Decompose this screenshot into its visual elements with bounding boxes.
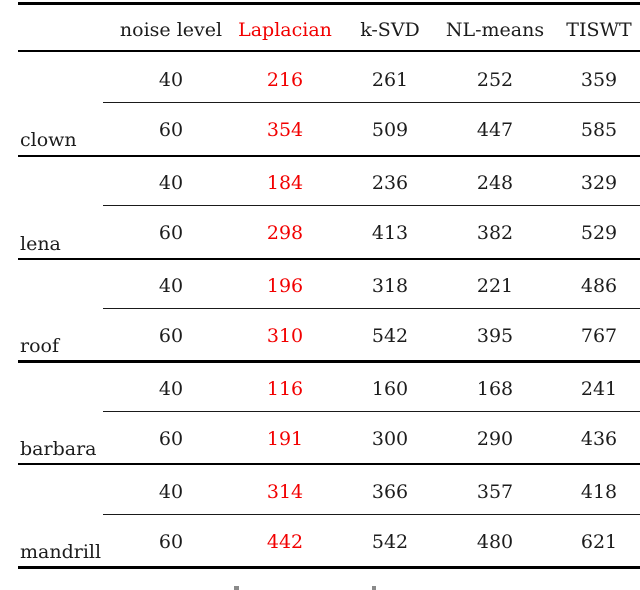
table-cell: 542 <box>371 531 409 553</box>
clown-inner-rule <box>103 102 640 103</box>
table-cell: 359 <box>580 69 618 91</box>
lena-inner-rule <box>103 205 640 206</box>
table-cell: 310 <box>266 325 304 347</box>
table-cell: 196 <box>266 275 304 297</box>
table-cell: 314 <box>266 481 304 503</box>
table-cell: 298 <box>266 222 304 244</box>
table-cell: 418 <box>580 481 618 503</box>
table-bottom-rule <box>18 566 640 569</box>
row-group-label-roof: roof <box>20 335 59 357</box>
table-cell: 116 <box>266 378 304 400</box>
table-cell: 529 <box>580 222 618 244</box>
table-cell: 447 <box>476 119 514 141</box>
roof-inner-rule <box>103 308 640 309</box>
table-cell: 395 <box>476 325 514 347</box>
row-group-label-barbara: barbara <box>20 438 97 460</box>
table-cell: 40 <box>158 172 184 194</box>
table-cell: 413 <box>371 222 409 244</box>
table-cell: 300 <box>371 428 409 450</box>
barbara-inner-rule <box>103 411 640 412</box>
lena-bottom-rule <box>18 258 640 260</box>
table-top-rule <box>18 2 640 5</box>
table-cell: 60 <box>158 531 184 553</box>
caption-cutoff-mark <box>372 586 376 590</box>
header-noise-level: noise level <box>119 19 223 41</box>
mandrill-inner-rule <box>103 514 640 515</box>
clown-bottom-rule <box>18 155 640 157</box>
table-cell: 40 <box>158 481 184 503</box>
table-cell: 480 <box>476 531 514 553</box>
header-laplacian: Laplacian <box>238 19 332 41</box>
header-nl-means: NL-means <box>445 19 545 41</box>
table-cell: 767 <box>580 325 618 347</box>
header-bottom-rule <box>18 50 640 52</box>
table-cell: 621 <box>580 531 618 553</box>
table-cell: 366 <box>371 481 409 503</box>
table-cell: 585 <box>580 119 618 141</box>
table-cell: 486 <box>580 275 618 297</box>
table-cell: 160 <box>371 378 409 400</box>
table-cell: 60 <box>158 222 184 244</box>
table-cell: 216 <box>266 69 304 91</box>
header-k-svd: k-SVD <box>360 19 420 41</box>
table-cell: 168 <box>476 378 514 400</box>
table-cell: 252 <box>476 69 514 91</box>
barbara-bottom-rule <box>18 463 640 465</box>
table-cell: 261 <box>371 69 409 91</box>
table-cell: 436 <box>580 428 618 450</box>
table-cell: 191 <box>266 428 304 450</box>
table-cell: 40 <box>158 378 184 400</box>
table-cell: 184 <box>266 172 304 194</box>
table-cell: 221 <box>476 275 514 297</box>
table-cell: 318 <box>371 275 409 297</box>
header-tiswt: TISWT <box>566 19 632 41</box>
table-cell: 60 <box>158 119 184 141</box>
table-cell: 354 <box>266 119 304 141</box>
row-group-label-mandrill: mandrill <box>20 541 102 563</box>
roof-bottom-rule <box>18 360 640 363</box>
table-cell: 290 <box>476 428 514 450</box>
table-cell: 442 <box>266 531 304 553</box>
table-cell: 60 <box>158 325 184 347</box>
caption-cutoff-mark <box>234 586 239 590</box>
table-cell: 329 <box>580 172 618 194</box>
row-group-label-lena: lena <box>20 233 61 255</box>
table-cell: 542 <box>371 325 409 347</box>
table-cell: 60 <box>158 428 184 450</box>
table-cell: 357 <box>476 481 514 503</box>
table-cell: 248 <box>476 172 514 194</box>
row-group-label-clown: clown <box>20 129 77 151</box>
table-cell: 40 <box>158 275 184 297</box>
table-cell: 40 <box>158 69 184 91</box>
table-cell: 509 <box>371 119 409 141</box>
table-cell: 236 <box>371 172 409 194</box>
table-cell: 241 <box>580 378 618 400</box>
table-cell: 382 <box>476 222 514 244</box>
